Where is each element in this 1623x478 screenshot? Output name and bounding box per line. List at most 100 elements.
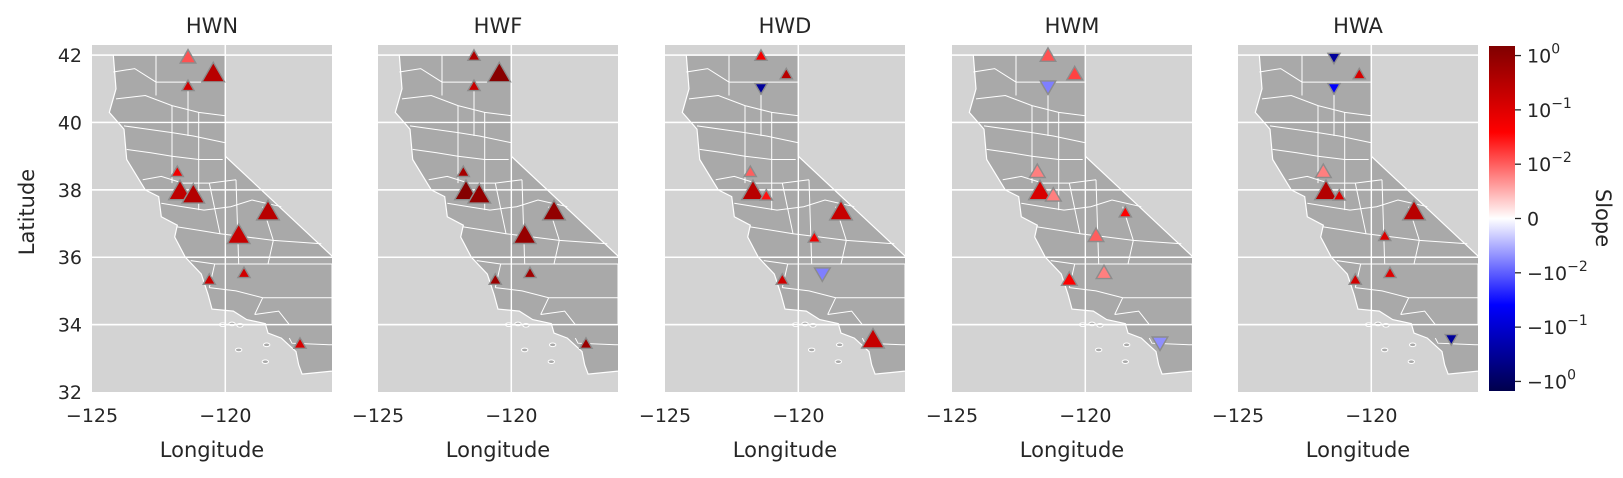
- station-marker: [200, 60, 226, 83]
- station-marker: [778, 66, 794, 80]
- station-marker: [1443, 333, 1459, 347]
- county-border: [1355, 287, 1478, 299]
- x-tick-label: −125: [1212, 405, 1264, 427]
- county-border: [521, 179, 526, 265]
- county-border: [734, 199, 855, 211]
- y-tick-label: 38: [58, 180, 82, 202]
- x-tick-label: −120: [1345, 405, 1397, 427]
- county-border: [1122, 206, 1134, 265]
- colorbar-gradient: [1489, 46, 1515, 391]
- county-border: [827, 297, 837, 315]
- y-axis-label: Latitude: [15, 169, 39, 255]
- station-marker: [758, 188, 774, 201]
- county-border: [1400, 297, 1410, 315]
- station-marker: [806, 230, 822, 243]
- island: [1121, 359, 1130, 364]
- panel-hwa: HWA −125 −120 Longitude: [1212, 14, 1478, 462]
- island: [520, 347, 529, 353]
- station-marker: [1377, 228, 1393, 242]
- station-marker: [1313, 178, 1339, 201]
- county-border: [476, 260, 618, 265]
- county-border: [495, 287, 618, 299]
- county-border: [1148, 337, 1192, 346]
- station-marker: [466, 48, 482, 62]
- county-border: [750, 226, 895, 245]
- island: [1380, 347, 1389, 353]
- station-marker: [522, 265, 538, 279]
- station-marker: [1038, 80, 1058, 96]
- station-marker: [1086, 226, 1106, 243]
- station-marker: [578, 336, 594, 349]
- x-axis-label: Longitude: [733, 438, 837, 462]
- station-marker: [742, 164, 758, 178]
- x-tick-label: −120: [485, 405, 537, 427]
- station-marker: [487, 272, 503, 286]
- county-border: [1050, 260, 1192, 265]
- station-marker: [236, 265, 252, 279]
- station-marker: [466, 182, 492, 204]
- state-outline: [681, 54, 905, 375]
- colorbar-label: Slope: [1591, 189, 1615, 247]
- station-marker: [1060, 270, 1079, 287]
- county-border: [447, 199, 568, 211]
- county-border: [161, 199, 282, 211]
- station-marker: [753, 82, 769, 96]
- station-marker: [1401, 199, 1427, 221]
- panel-hwm: HWM −125 −120 Longitude: [926, 14, 1192, 462]
- x-tick-label: −120: [772, 405, 824, 427]
- x-tick-label: −120: [1059, 405, 1111, 427]
- station-marker: [1065, 64, 1084, 81]
- station-marker: [1028, 162, 1047, 179]
- county-border: [574, 337, 618, 346]
- station-marker: [201, 272, 217, 286]
- station-marker: [512, 222, 538, 245]
- station-marker: [740, 178, 766, 201]
- y-tick-label: 40: [58, 112, 82, 134]
- island: [807, 347, 816, 353]
- county-border: [254, 297, 264, 315]
- county-border: [1323, 226, 1468, 245]
- island: [261, 359, 270, 364]
- county-border: [782, 287, 905, 299]
- colorbar-tick-label: 10−1: [1527, 96, 1572, 122]
- station-marker: [1347, 272, 1363, 286]
- station-marker: [774, 272, 790, 286]
- county-border: [1354, 182, 1367, 234]
- station-marker: [813, 267, 832, 283]
- county-border: [1336, 260, 1478, 265]
- colorbar-tick-label: −10−1: [1527, 313, 1588, 339]
- county-border: [1002, 175, 1097, 184]
- panel-title: HWD: [759, 14, 812, 38]
- county-border: [1069, 287, 1192, 299]
- colorbar-tick-label: −100: [1527, 367, 1576, 393]
- station-marker: [167, 178, 193, 201]
- x-tick-label: −125: [66, 405, 118, 427]
- california-map: [681, 54, 905, 375]
- colorbar-tick-label: 10−2: [1527, 150, 1572, 176]
- panel-hwn: HWN −125 −120 Longitude 32 34 36 38 40 42: [58, 14, 332, 462]
- station-marker: [466, 78, 482, 92]
- station-marker: [226, 222, 252, 245]
- state-outline: [108, 54, 332, 375]
- panel-title: HWA: [1333, 14, 1383, 38]
- colorbar: 100 10−1 10−2 0 −10−2 −10−1 −100 Slope: [1489, 42, 1615, 393]
- county-border: [190, 260, 332, 265]
- x-axis-label: Longitude: [160, 438, 264, 462]
- station-marker: [1314, 162, 1333, 179]
- station-marker: [292, 336, 308, 349]
- x-tick-label: −125: [639, 405, 691, 427]
- panel-hwd: HWD −125 −120 Longitude: [639, 14, 905, 462]
- panels: HWN −125 −120 Longitude 32 34 36 38 40 42 HWF −125 −…: [58, 14, 1478, 462]
- station-marker: [455, 164, 471, 178]
- station-marker: [1382, 265, 1398, 279]
- x-axis-label: Longitude: [446, 438, 550, 462]
- county-border: [781, 182, 794, 234]
- county-border: [1434, 337, 1478, 346]
- x-axis-label: Longitude: [1020, 438, 1124, 462]
- station-marker: [1094, 263, 1114, 280]
- station-marker: [453, 178, 479, 201]
- island: [835, 342, 844, 348]
- station-marker: [1331, 188, 1347, 201]
- station-marker: [486, 60, 512, 83]
- county-border: [808, 179, 813, 265]
